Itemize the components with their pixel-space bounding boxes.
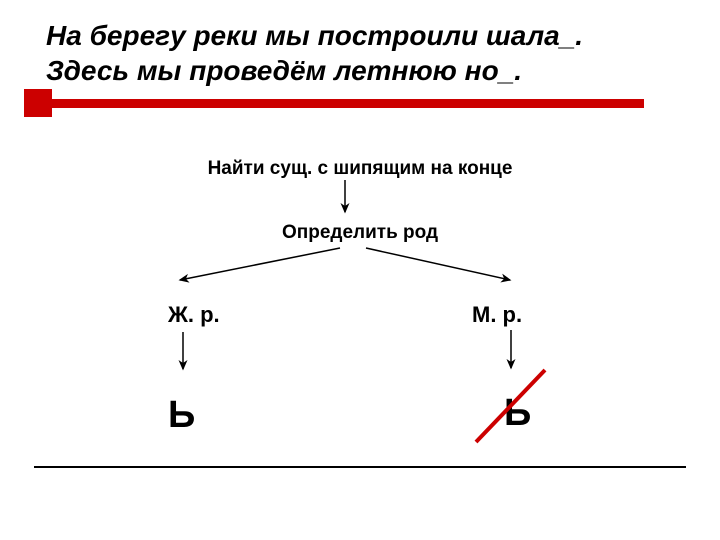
arrow-branch-left: [180, 248, 340, 280]
gender-m-label: М. р.: [472, 302, 522, 328]
soft-sign-f: Ь: [168, 394, 195, 437]
arrow-branch-right: [366, 248, 510, 280]
slide-root: { "title": { "line1": "На берегу реки мы…: [0, 0, 720, 540]
title-line-1: На берегу реки мы построили шала_.: [46, 20, 583, 51]
soft-sign-m: Ь: [504, 392, 531, 435]
flow-step-2: Определить род: [0, 222, 720, 244]
title-line-2: Здесь мы проведём летнюю но_.: [46, 55, 522, 86]
flow-step-1: Найти сущ. с шипящим на конце: [0, 158, 720, 180]
bottom-rule: [34, 466, 686, 468]
red-rule-bar: [34, 99, 644, 108]
slide-title: На берегу реки мы построили шала_. Здесь…: [46, 18, 686, 88]
gender-f-label: Ж. р.: [168, 302, 220, 328]
